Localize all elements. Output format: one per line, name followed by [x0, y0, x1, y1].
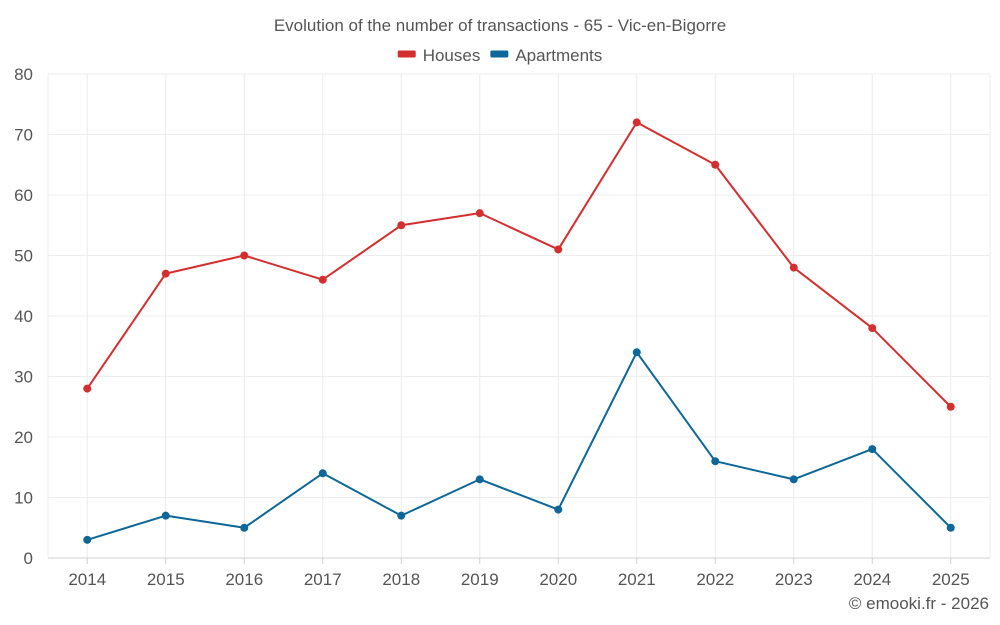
x-tick-label: 2015 — [147, 570, 185, 589]
data-point-houses[interactable] — [318, 275, 327, 284]
x-tick-label: 2023 — [775, 570, 813, 589]
series-line-houses — [86, 121, 952, 408]
data-point-apartments[interactable] — [161, 511, 170, 520]
data-point-apartments[interactable] — [397, 511, 406, 520]
legend: Houses Apartments — [397, 46, 602, 65]
data-point-apartments[interactable] — [711, 457, 720, 466]
x-tick-label: 2022 — [696, 570, 734, 589]
data-point-houses[interactable] — [397, 221, 406, 230]
data-point-houses[interactable] — [789, 263, 798, 272]
x-tick-label: 2025 — [932, 570, 970, 589]
y-tick-label: 20 — [14, 428, 33, 447]
y-tick-label: 80 — [14, 65, 33, 84]
x-tick-label: 2018 — [382, 570, 420, 589]
series-line-apartments — [86, 351, 952, 541]
y-tick-label: 50 — [14, 247, 33, 266]
data-point-apartments[interactable] — [318, 469, 327, 478]
data-point-houses[interactable] — [475, 209, 484, 218]
x-tick-label: 2020 — [539, 570, 577, 589]
x-tick-label: 2017 — [304, 570, 342, 589]
data-point-houses[interactable] — [632, 118, 641, 127]
legend-swatch — [490, 50, 509, 58]
series-houses — [83, 118, 955, 411]
data-point-apartments[interactable] — [946, 523, 955, 532]
y-tick-label: 0 — [24, 549, 33, 568]
y-tick-label: 70 — [14, 126, 33, 145]
legend-label: Apartments — [515, 46, 602, 65]
y-tick-label: 30 — [14, 368, 33, 387]
y-tick-label: 40 — [14, 307, 33, 326]
data-point-apartments[interactable] — [632, 348, 641, 357]
data-point-houses[interactable] — [240, 251, 249, 260]
data-point-apartments[interactable] — [83, 535, 92, 544]
y-tick-label: 10 — [14, 489, 33, 508]
y-tick-label: 60 — [14, 186, 33, 205]
data-point-apartments[interactable] — [240, 523, 249, 532]
x-tick-label: 2019 — [461, 570, 499, 589]
x-tick-label: 2024 — [853, 570, 891, 589]
gridlines — [47, 73, 991, 558]
series — [83, 118, 955, 544]
data-point-apartments[interactable] — [789, 475, 798, 484]
data-point-houses[interactable] — [946, 402, 955, 411]
data-point-houses[interactable] — [868, 324, 877, 333]
data-point-houses[interactable] — [711, 160, 720, 169]
x-axis: 2014 2015 2016 2017 2018 2019 2020 2021 2022 2023… — [48, 557, 990, 589]
chart-title: Evolution of the number of transactions … — [274, 16, 726, 35]
legend-item-houses[interactable]: Houses — [397, 46, 481, 65]
legend-label: Houses — [423, 46, 481, 65]
data-point-apartments[interactable] — [554, 505, 563, 514]
legend-swatch — [397, 50, 416, 58]
data-point-apartments[interactable] — [868, 445, 877, 454]
y-axis: 0 10 20 30 40 50 60 70 80 — [14, 65, 33, 568]
x-tick-label: 2014 — [68, 570, 106, 589]
x-tick-label: 2016 — [225, 570, 263, 589]
data-point-apartments[interactable] — [475, 475, 484, 484]
series-apartments — [83, 348, 955, 544]
legend-item-apartments[interactable]: Apartments — [490, 46, 602, 65]
data-point-houses[interactable] — [83, 384, 92, 393]
data-point-houses[interactable] — [554, 245, 563, 254]
x-tick-label: 2021 — [618, 570, 656, 589]
data-point-houses[interactable] — [161, 269, 170, 278]
credit-text: © emooki.fr - 2026 — [849, 594, 989, 613]
